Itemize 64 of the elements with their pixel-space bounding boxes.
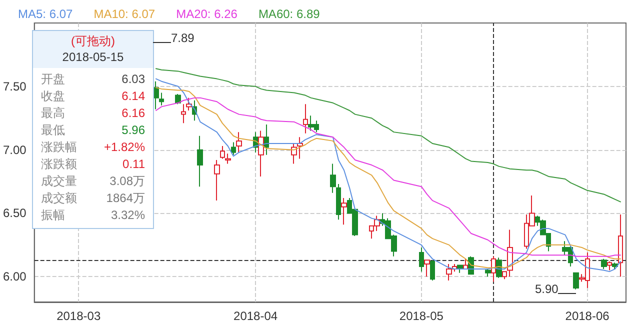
candlestick xyxy=(291,142,297,164)
annotation: 6.03 xyxy=(122,71,145,88)
y-tick-label: 6.00 xyxy=(2,270,27,284)
candlestick xyxy=(330,163,336,194)
annotation: 最高 xyxy=(41,105,65,122)
candlestick xyxy=(424,260,430,278)
annotation: 3.32% xyxy=(110,207,145,224)
x-tick-label: 2018-04 xyxy=(234,309,278,323)
candlestick xyxy=(502,271,507,280)
candlestick xyxy=(225,153,231,164)
y-tick-label: 7.00 xyxy=(2,142,27,157)
candlestick xyxy=(601,258,607,270)
text: MA60: 6.89 xyxy=(258,7,320,21)
candlestick xyxy=(485,268,491,278)
candlestick xyxy=(175,94,181,105)
candlestick xyxy=(297,136,303,160)
annotation: 振幅 xyxy=(41,207,65,224)
candlestick xyxy=(186,97,192,112)
annotation: 5.96 xyxy=(122,122,145,139)
x-tick-label: 2018-03 xyxy=(56,309,101,323)
annotation: 0.11 xyxy=(122,156,145,173)
annotation: 5.90 xyxy=(535,282,558,296)
annotation: 成交量 xyxy=(41,173,77,190)
annotation: 2018-05-15 xyxy=(61,49,125,65)
candlestick xyxy=(430,260,435,281)
candlestick xyxy=(197,135,203,188)
candlestick xyxy=(231,142,236,156)
annotation: 涨跌额 xyxy=(41,156,77,173)
candlestick xyxy=(159,92,164,106)
y-tick-label: 6.50 xyxy=(2,206,27,220)
annotation: +1.82% xyxy=(104,139,145,156)
annotation: (可拖动) xyxy=(70,33,116,49)
candlestick xyxy=(336,184,341,220)
text: MA20: 6.26 xyxy=(176,7,238,21)
candlestick xyxy=(181,104,186,124)
annotation: 涨跌幅 xyxy=(41,139,77,156)
candlestick xyxy=(419,246,424,272)
x-tick-label: 2018-06 xyxy=(565,309,610,323)
candlestick xyxy=(214,159,220,202)
candlestick xyxy=(491,256,496,282)
annotation: 开盘 xyxy=(41,71,65,88)
candlestick xyxy=(607,260,612,271)
annotation: 收盘 xyxy=(41,88,65,105)
candlestick xyxy=(264,124,269,156)
annotation: 6.16 xyxy=(122,105,145,122)
candlestick xyxy=(618,214,623,278)
candlestick xyxy=(463,258,468,270)
x-tick-label: 2018-05 xyxy=(399,309,444,323)
candlestick xyxy=(303,104,308,134)
candlestick xyxy=(236,132,242,153)
candlestick xyxy=(258,130,264,177)
y-tick-label: 7.50 xyxy=(2,79,27,94)
candlestick xyxy=(341,198,347,226)
annotation: 成交额 xyxy=(41,190,77,207)
text: MA5: 6.07 xyxy=(18,7,74,21)
annotation: 最低 xyxy=(41,122,65,139)
annotation: 7.89 xyxy=(171,31,194,45)
candlestick xyxy=(220,146,225,160)
line-series xyxy=(156,68,621,202)
candlestick xyxy=(573,272,579,290)
annotation: 3.08万 xyxy=(110,173,145,190)
text: MA10: 6.07 xyxy=(94,7,156,21)
annotation: 1864万 xyxy=(106,190,145,207)
annotation: 6.14 xyxy=(122,88,145,105)
